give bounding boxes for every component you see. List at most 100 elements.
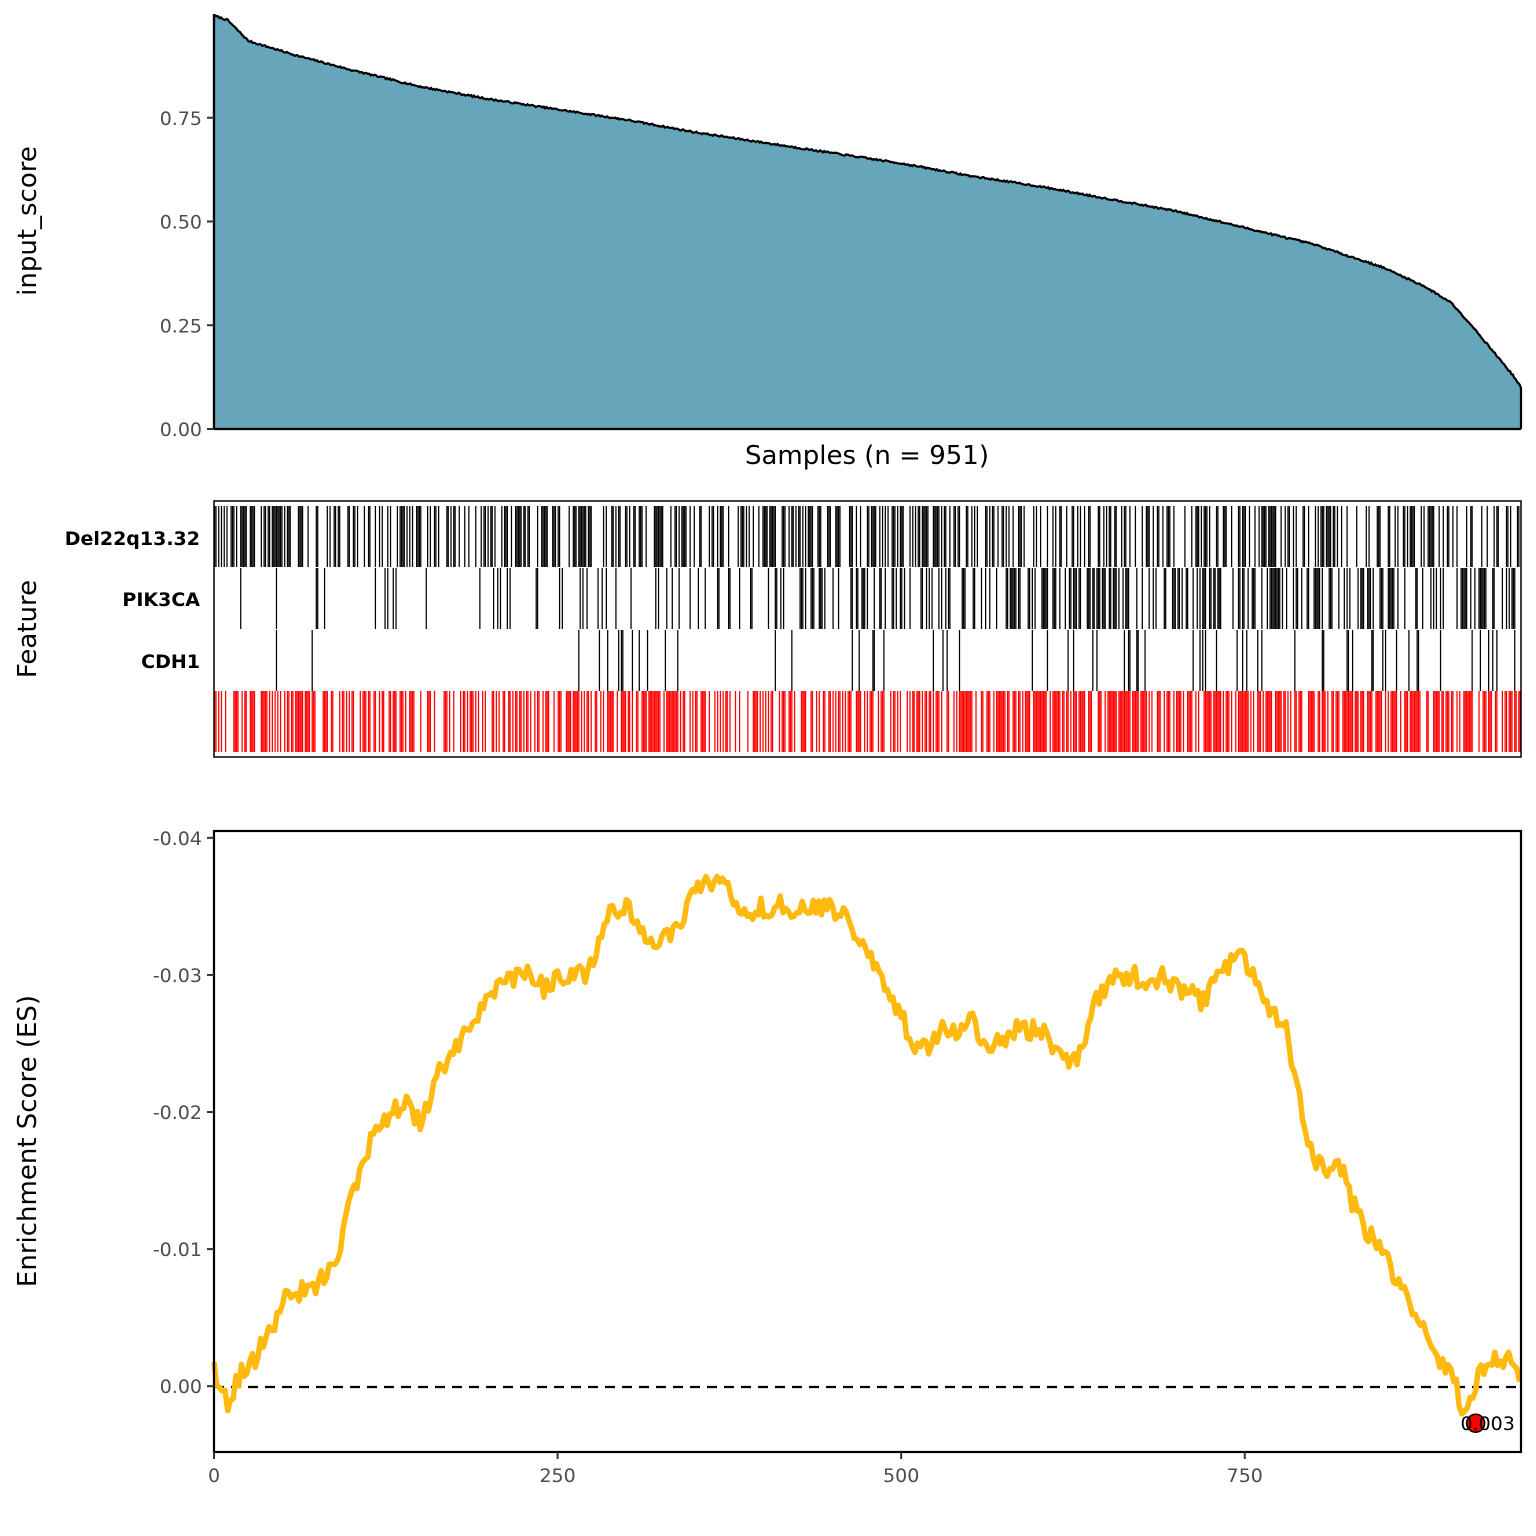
feature-bar bbox=[789, 691, 792, 752]
feature-bar bbox=[810, 568, 812, 629]
feature-bar bbox=[249, 506, 251, 567]
feature-bar bbox=[637, 691, 639, 752]
feature-bar bbox=[528, 506, 530, 567]
feature-bar bbox=[1276, 691, 1278, 752]
feature-bar bbox=[583, 691, 585, 752]
feature-bar bbox=[1092, 568, 1094, 629]
feature-bar bbox=[1327, 506, 1329, 567]
feature-bar bbox=[1204, 691, 1207, 752]
feature-bar bbox=[1126, 691, 1128, 752]
feature-bar bbox=[1158, 506, 1160, 567]
feature-bar bbox=[1269, 691, 1271, 752]
feature-bar bbox=[611, 691, 613, 752]
feature-bar bbox=[700, 691, 702, 752]
feature-bar bbox=[947, 691, 950, 752]
feature-bar bbox=[958, 691, 961, 752]
feature-bar bbox=[428, 691, 430, 752]
feature-bar bbox=[1148, 568, 1150, 629]
feature-bar bbox=[729, 568, 731, 629]
feature-bar bbox=[275, 568, 278, 629]
feature-bar bbox=[1375, 691, 1377, 752]
feature-bar bbox=[300, 506, 302, 567]
feature-bar bbox=[804, 506, 807, 567]
feature-bar bbox=[1134, 691, 1137, 752]
feature-bar bbox=[1505, 691, 1508, 752]
feature-bar bbox=[1489, 691, 1491, 752]
feature-bar bbox=[1110, 506, 1112, 567]
feature-bar bbox=[1203, 506, 1205, 567]
feature-bar bbox=[1470, 691, 1472, 752]
feature-bar bbox=[611, 506, 613, 567]
feature-bar bbox=[1298, 691, 1300, 752]
feature-bar bbox=[967, 691, 969, 752]
feature-bar bbox=[1209, 568, 1211, 629]
feature-bar bbox=[740, 506, 742, 567]
feature-bar bbox=[1435, 691, 1438, 752]
feature-bar bbox=[1349, 691, 1351, 752]
feature-bar bbox=[378, 506, 381, 567]
feature-bar bbox=[608, 691, 610, 752]
feature-bar bbox=[337, 506, 339, 567]
feature-bar bbox=[345, 691, 348, 752]
feature-bar bbox=[233, 506, 235, 567]
x-tick-label: 250 bbox=[539, 1465, 575, 1487]
feature-bar bbox=[684, 506, 686, 567]
feature-bar bbox=[352, 506, 355, 567]
feature-bar bbox=[1274, 506, 1277, 567]
feature-bar bbox=[899, 506, 902, 567]
feature-bar bbox=[435, 506, 437, 567]
feature-bar bbox=[334, 506, 337, 567]
feature-bar bbox=[1191, 691, 1193, 752]
feature-bar bbox=[1387, 506, 1389, 567]
feature-bar bbox=[1045, 691, 1047, 752]
feature-bar bbox=[964, 691, 966, 752]
feature-bar bbox=[1412, 691, 1414, 752]
feature-bar bbox=[578, 630, 580, 691]
feature-bar bbox=[612, 691, 614, 752]
feature-bar bbox=[638, 630, 640, 691]
feature-bar bbox=[770, 691, 772, 752]
feature-bar bbox=[510, 506, 513, 567]
input-score-y-ticks: 0.00 0.25 0.50 0.75 bbox=[160, 108, 214, 441]
feature-bar bbox=[568, 506, 570, 567]
feature-bar bbox=[1143, 691, 1145, 752]
feature-bar bbox=[215, 506, 217, 567]
feature-bar bbox=[1362, 568, 1365, 629]
feature-bar bbox=[1413, 691, 1416, 752]
feature-bar bbox=[864, 691, 866, 752]
feature-bar bbox=[909, 506, 911, 567]
feature-bar bbox=[1225, 691, 1227, 752]
feature-bar bbox=[362, 691, 364, 752]
feature-bar bbox=[795, 506, 797, 567]
feature-bar bbox=[989, 568, 991, 629]
feature-bar bbox=[839, 506, 841, 567]
feature-bar bbox=[975, 691, 977, 752]
feature-bar bbox=[1510, 691, 1512, 752]
feature-bar bbox=[1027, 691, 1029, 752]
feature-bar bbox=[271, 506, 273, 567]
feature-bar bbox=[1511, 691, 1513, 752]
feature-bar bbox=[866, 506, 869, 567]
feature-bar bbox=[1037, 691, 1039, 752]
feature-bar bbox=[1303, 506, 1306, 567]
feature-bar bbox=[1070, 568, 1072, 629]
feature-bar bbox=[1435, 568, 1438, 629]
feature-bar bbox=[1276, 568, 1278, 629]
feature-bar bbox=[498, 691, 500, 752]
feature-bar bbox=[1479, 630, 1482, 691]
feature-bar bbox=[503, 506, 506, 567]
feature-bar bbox=[708, 506, 710, 567]
feature-bar bbox=[1090, 691, 1093, 752]
feature-bar bbox=[1077, 506, 1079, 567]
feature-bar bbox=[751, 568, 753, 629]
feature-bar bbox=[958, 506, 961, 567]
feature-bar bbox=[1360, 691, 1362, 752]
feature-bar bbox=[315, 568, 317, 629]
feature-bar bbox=[1518, 506, 1520, 567]
feature-bar bbox=[859, 506, 862, 567]
feature-bar bbox=[237, 691, 239, 752]
feature-bar bbox=[941, 691, 943, 752]
feature-bar bbox=[1508, 568, 1510, 629]
feature-bar bbox=[1115, 568, 1117, 629]
feature-bar bbox=[1391, 691, 1394, 752]
